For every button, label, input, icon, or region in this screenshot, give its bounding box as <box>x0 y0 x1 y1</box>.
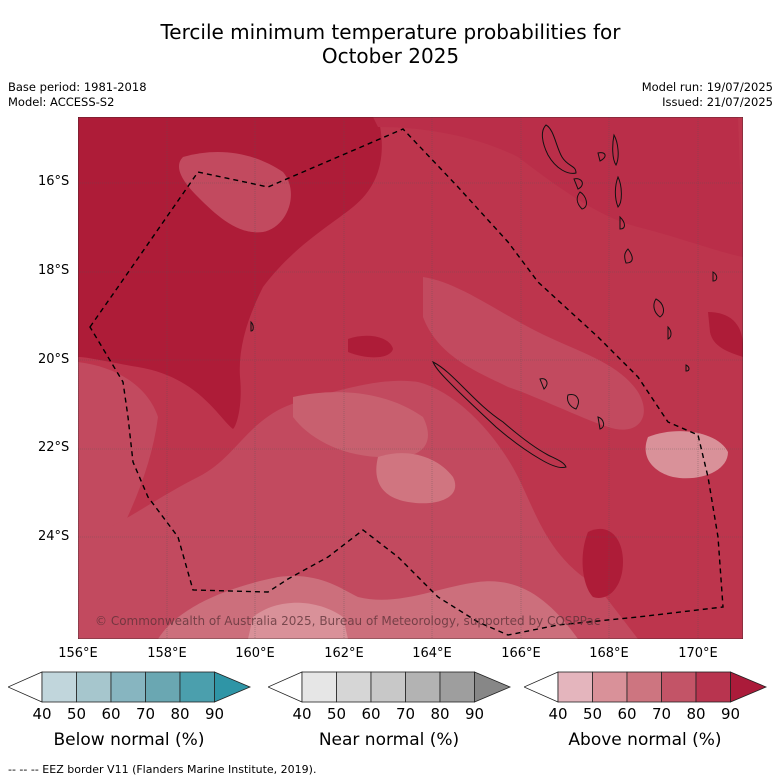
colorbar-above-70-80 <box>661 671 697 703</box>
eez-border <box>89 128 724 636</box>
colorbar-above-80-90 <box>695 671 731 703</box>
light-patch-north <box>178 152 291 233</box>
tick: 70 <box>395 705 416 723</box>
map-title: Tercile minimum temperature probabilitie… <box>0 20 781 68</box>
colorbar-above-40-50 <box>557 671 593 703</box>
model-info: Base period: 1981-2018 Model: ACCESS-S2 <box>8 80 147 110</box>
vanuatu-islands <box>541 124 718 372</box>
dark-patch-center <box>348 335 393 358</box>
lon-label-160e: 160°E <box>235 646 275 661</box>
light-patch-center <box>293 392 428 458</box>
lon-label-162e: 162°E <box>324 646 364 661</box>
tick: 70 <box>651 705 672 723</box>
model-name: Model: ACCESS-S2 <box>8 95 115 109</box>
colorbar-near-60-70 <box>370 671 406 703</box>
colorbar-above-title: Above normal (%) <box>568 730 722 750</box>
tick: 40 <box>548 705 568 723</box>
probability-map <box>78 117 743 639</box>
lat-label-24s: 24°S <box>38 529 70 544</box>
colorbar-near-70-80 <box>405 671 441 703</box>
colorbar-near-title: Near normal (%) <box>318 730 460 750</box>
tick: 50 <box>326 705 347 723</box>
eez-legend-note: -- -- -- EEZ border V11 (Flanders Marine… <box>8 763 317 776</box>
lon-label-166e: 166°E <box>501 646 541 661</box>
lightest-patch-south <box>248 602 348 639</box>
colorbar-near-end <box>474 671 512 703</box>
copyright-notice: © Commonwealth of Australia 2025, Bureau… <box>95 614 601 628</box>
solomon-islet <box>250 320 254 332</box>
lat-label-18s: 18°S <box>38 263 70 278</box>
lat-label-16s: 16°S <box>38 174 70 189</box>
colorbar-below-end <box>214 671 252 703</box>
light-patch-west <box>78 362 158 542</box>
lat-label-20s: 20°S <box>38 352 70 367</box>
loyalty-islands <box>539 378 605 430</box>
colorbar-near-40-50 <box>301 671 337 703</box>
colorbar-near-start <box>268 671 303 703</box>
colorbar-above-end <box>730 671 768 703</box>
colorbar-below-title: Below normal (%) <box>53 730 205 750</box>
colorbar-below-60-70 <box>110 671 146 703</box>
colorbar-near-50-60 <box>336 671 372 703</box>
base-period: Base period: 1981-2018 <box>8 80 147 94</box>
tick: 80 <box>430 705 450 723</box>
colorbar-below-40-50 <box>41 671 77 703</box>
tick: 60 <box>101 705 121 723</box>
tick: 50 <box>582 705 603 723</box>
lon-label-170e: 170°E <box>678 646 718 661</box>
colorbar-above-50-60 <box>592 671 628 703</box>
high-probability-region <box>78 117 382 429</box>
dark-patch-northeast <box>373 117 743 257</box>
lon-label-158e: 158°E <box>147 646 187 661</box>
colorbar-below-normal <box>8 671 252 703</box>
lon-label-164e: 164°E <box>412 646 452 661</box>
graticule <box>78 117 743 639</box>
colorbar-near-80-90 <box>439 671 475 703</box>
tick: 80 <box>170 705 190 723</box>
dark-patch-southeast <box>582 528 623 598</box>
colorbar-above-normal <box>524 671 768 703</box>
run-info: Model run: 19/07/2025 Issued: 21/07/2025 <box>642 80 773 110</box>
tick: 40 <box>32 705 52 723</box>
light-patch-far-east <box>645 431 728 479</box>
dark-patch-east <box>708 312 743 357</box>
colorbar-below-50-60 <box>76 671 112 703</box>
title-line-2: October 2025 <box>321 44 460 68</box>
colorbar-above-60-70 <box>626 671 662 703</box>
tick: 60 <box>361 705 381 723</box>
tick: 50 <box>66 705 87 723</box>
lon-label-156e: 156°E <box>58 646 98 661</box>
tick: 90 <box>720 705 741 723</box>
lon-label-168e: 168°E <box>589 646 629 661</box>
title-line-1: Tercile minimum temperature probabilitie… <box>160 20 621 44</box>
lat-label-22s: 22°S <box>38 440 70 455</box>
tick: 90 <box>204 705 225 723</box>
colorbar-above-start <box>524 671 559 703</box>
tick: 80 <box>686 705 706 723</box>
light-band-center <box>423 277 644 430</box>
colorbar-near-normal <box>268 671 512 703</box>
issued-date: Issued: 21/07/2025 <box>662 95 773 109</box>
colorbar-below-80-90 <box>179 671 215 703</box>
light-patch-east <box>376 453 456 504</box>
model-run-date: Model run: 19/07/2025 <box>641 80 773 94</box>
tick: 40 <box>292 705 312 723</box>
colorbar-below-start <box>8 671 43 703</box>
colorbar-below-70-80 <box>145 671 181 703</box>
light-region-south <box>78 380 638 639</box>
tick: 90 <box>464 705 485 723</box>
new-caledonia-coastline <box>432 360 567 468</box>
tick: 70 <box>135 705 156 723</box>
tick: 60 <box>617 705 637 723</box>
